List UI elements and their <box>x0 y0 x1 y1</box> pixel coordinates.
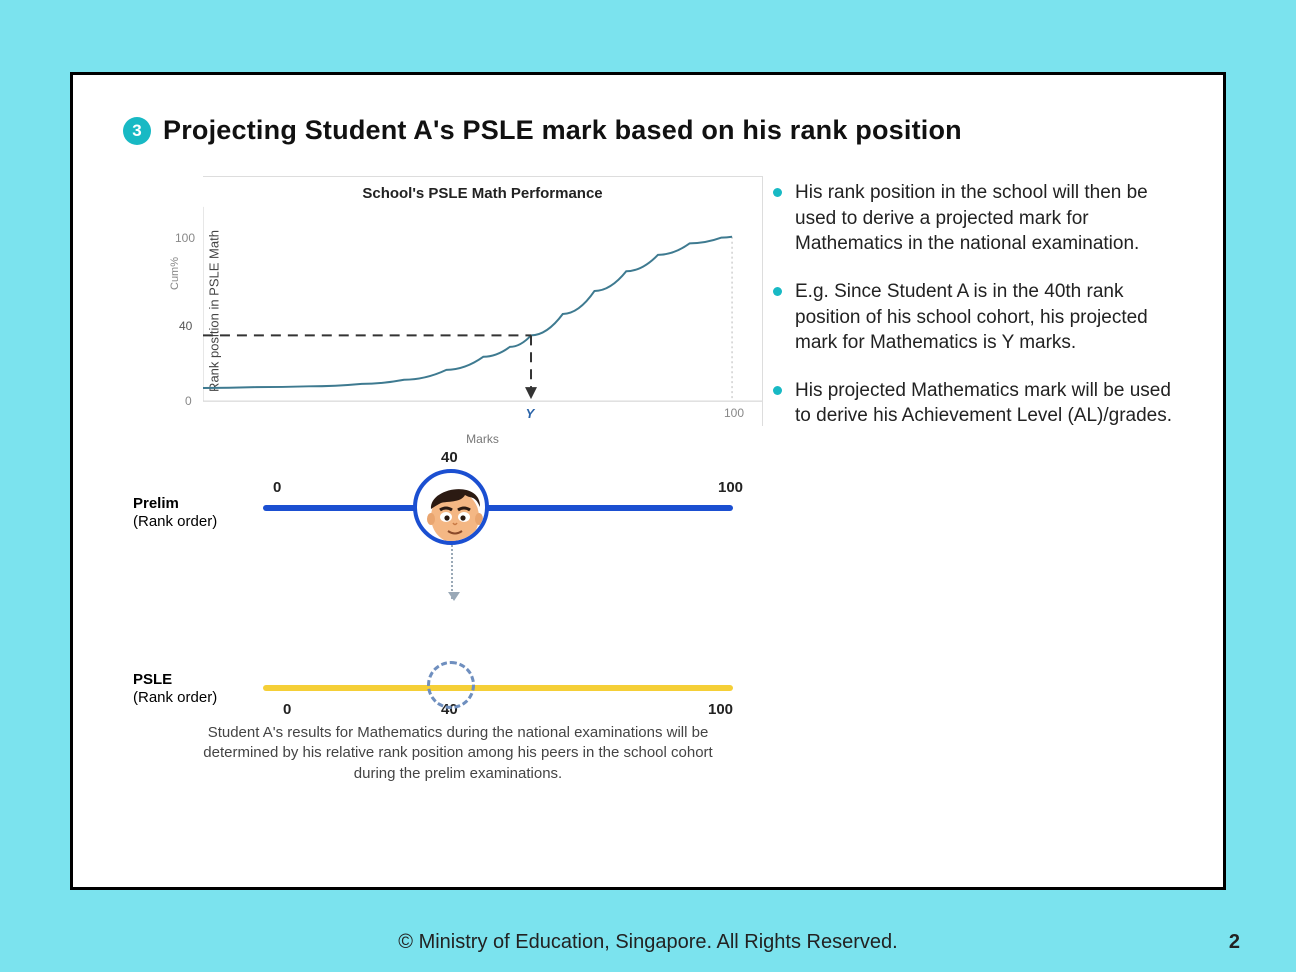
prelim-label-line1: Prelim <box>133 495 248 513</box>
prelim-bar <box>263 505 733 511</box>
psle-label-line2: (Rank order) <box>133 689 248 707</box>
ytick-0: 0 <box>185 394 192 408</box>
prelim-max: 100 <box>718 479 743 496</box>
prelim-row: Prelim (Rank order) 0 40 100 <box>133 481 743 541</box>
prelim-min: 0 <box>273 479 281 496</box>
chart-cum-label: Cum% <box>169 257 181 290</box>
bullet-item: E.g. Since Student A is in the 40th rank… <box>773 279 1173 356</box>
page-number: 2 <box>1229 931 1240 954</box>
prelim-label: Prelim (Rank order) <box>133 495 248 531</box>
rank-transfer-arrow <box>451 545 453 599</box>
bullet-item: His projected Mathematics mark will be u… <box>773 378 1173 429</box>
rank-caption: Student A's results for Mathematics duri… <box>193 723 723 784</box>
psle-min: 0 <box>283 701 291 718</box>
right-column: His rank position in the school will the… <box>773 176 1173 781</box>
psle-row: PSLE (Rank order) 0 40 100 <box>133 661 743 721</box>
ytick-100: 100 <box>175 231 195 245</box>
slide-content: Rank position in PSLE Math Cum% School's… <box>123 176 1173 781</box>
chart-svg <box>203 177 762 426</box>
chart-box: School's PSLE Math Performance 100 40 0 … <box>203 176 763 426</box>
psle-chart: Rank position in PSLE Math Cum% School's… <box>163 176 743 446</box>
avatar-face-icon <box>417 473 489 545</box>
ytick-40: 40 <box>179 319 192 333</box>
psle-label-line1: PSLE <box>133 671 248 689</box>
psle-label: PSLE (Rank order) <box>133 671 248 707</box>
psle-bar <box>263 685 733 691</box>
student-avatar <box>413 469 489 545</box>
prelim-label-line2: (Rank order) <box>133 513 248 531</box>
bullet-list: His rank position in the school will the… <box>773 180 1173 429</box>
psle-max: 100 <box>708 701 733 718</box>
left-column: Rank position in PSLE Math Cum% School's… <box>123 176 743 781</box>
bullet-item: His rank position in the school will the… <box>773 180 1173 257</box>
slide-header: 3 Projecting Student A's PSLE mark based… <box>123 115 1173 146</box>
footer-text: © Ministry of Education, Singapore. All … <box>0 931 1296 954</box>
slide-title: Projecting Student A's PSLE mark based o… <box>163 115 962 146</box>
prelim-marker-value: 40 <box>441 449 458 466</box>
rank-section: Prelim (Rank order) 0 40 100 <box>133 481 743 781</box>
step-badge: 3 <box>123 117 151 145</box>
slide: 3 Projecting Student A's PSLE mark based… <box>70 72 1226 890</box>
chart-xlabel: Marks <box>203 432 762 446</box>
psle-target-circle <box>427 661 475 709</box>
